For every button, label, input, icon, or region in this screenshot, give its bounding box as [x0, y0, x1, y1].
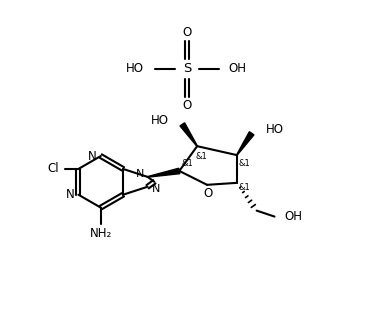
Text: OH: OH [229, 62, 246, 75]
Text: S: S [183, 62, 191, 75]
Text: N: N [151, 184, 160, 194]
Text: &1: &1 [181, 159, 193, 168]
Text: NH₂: NH₂ [90, 227, 112, 240]
Polygon shape [147, 168, 180, 177]
Text: N: N [66, 188, 74, 201]
Polygon shape [180, 123, 197, 146]
Text: O: O [203, 187, 213, 200]
Text: Cl: Cl [47, 162, 59, 175]
Text: OH: OH [284, 210, 303, 223]
Text: HO: HO [125, 62, 143, 75]
Text: &1: &1 [195, 151, 207, 161]
Text: &1: &1 [239, 159, 251, 168]
Text: HO: HO [266, 123, 283, 136]
Text: N: N [136, 169, 145, 179]
Text: N: N [88, 150, 97, 162]
Text: HO: HO [150, 114, 168, 127]
Text: O: O [183, 26, 191, 39]
Text: O: O [183, 99, 191, 112]
Polygon shape [237, 132, 254, 155]
Text: &1: &1 [239, 183, 251, 192]
